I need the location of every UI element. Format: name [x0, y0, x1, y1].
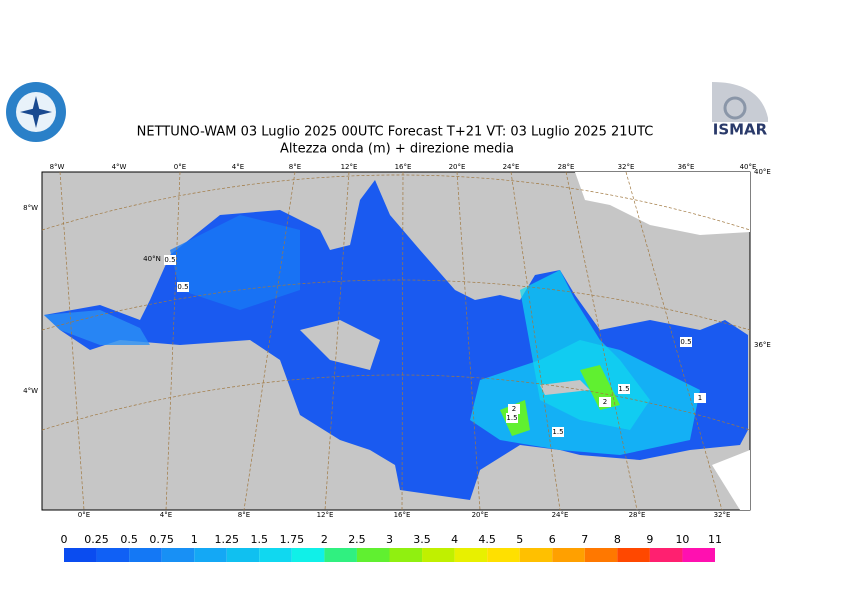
colorbar-box — [389, 548, 423, 562]
contour-label-bg — [506, 413, 518, 423]
colorbar-label: 4 — [451, 533, 458, 546]
lon-label: 0°E — [174, 163, 186, 171]
lon-label: 16°E — [395, 163, 412, 171]
colorbar-box — [422, 548, 455, 562]
colorbar-label: 0.5 — [120, 533, 138, 546]
contour-label: 2 — [512, 405, 516, 413]
colorbar-box — [64, 548, 97, 562]
colorbar-label: 11 — [708, 533, 722, 546]
lon-label: 16°E — [394, 511, 411, 519]
colorbar-label: 2.5 — [348, 533, 366, 546]
colorbar-box — [96, 548, 130, 562]
colorbar-label: 7 — [581, 533, 588, 546]
lon-label: 4°E — [160, 511, 172, 519]
lon-label: 28°E — [629, 511, 646, 519]
lon-label: 8°W — [50, 163, 65, 171]
contour-label-bg — [177, 282, 189, 292]
lon-label: 8°E — [289, 163, 301, 171]
contour-label: 1 — [698, 394, 702, 402]
lon-label: 4°E — [232, 163, 244, 171]
colorbar-label: 5 — [516, 533, 523, 546]
logo-text: ISMAR — [713, 121, 768, 139]
colorbar-label: 1.25 — [215, 533, 240, 546]
grid-label: 40°N — [143, 255, 161, 263]
lon-label: 12°E — [341, 163, 358, 171]
contour-label-bg — [508, 404, 520, 414]
lon-label: 36°E — [678, 163, 695, 171]
colorbar-box — [617, 548, 650, 562]
colorbar-label: 3 — [386, 533, 393, 546]
contour-label-bg — [680, 337, 692, 347]
lon-label: 12°E — [317, 511, 334, 519]
colorbar-box — [226, 548, 260, 562]
colorbar-box — [161, 548, 195, 562]
colorbar-label: 0.75 — [149, 533, 174, 546]
colorbar-label: 3.5 — [413, 533, 431, 546]
colorbar-box — [552, 548, 585, 562]
colorbar-label: 10 — [675, 533, 689, 546]
colorbar-box — [129, 548, 162, 562]
colorbar-label: 9 — [646, 533, 653, 546]
colorbar-box — [291, 548, 325, 562]
colorbar-box — [454, 548, 488, 562]
lon-label: 0°E — [78, 511, 90, 519]
contour-label-bg — [552, 427, 564, 437]
lon-label: 4°W — [112, 163, 127, 171]
colorbar-box — [356, 548, 390, 562]
colorbar-box — [194, 548, 227, 562]
contour-label: 0.5 — [164, 256, 175, 264]
contour-label-bg — [618, 384, 630, 394]
lon-label: 40°E — [740, 163, 757, 171]
contour-label: 0.5 — [177, 283, 188, 291]
lon-label: 20°E — [449, 163, 466, 171]
colorbar-box — [519, 548, 553, 562]
logo-left — [6, 82, 66, 142]
contour-label: 0.5 — [680, 338, 691, 346]
colorbar-label: 0.25 — [84, 533, 109, 546]
colorbar-label: 1 — [191, 533, 198, 546]
lon-label: 28°E — [558, 163, 575, 171]
title: NETTUNO-WAM 03 Luglio 2025 00UTC Forecas… — [137, 125, 654, 140]
contour-label-bg — [164, 255, 176, 265]
lat-label: 8°W — [23, 204, 38, 212]
colorbar-box — [324, 548, 357, 562]
lon-label: 32°E — [618, 163, 635, 171]
contour-label: 2 — [603, 398, 607, 406]
colorbar-label: 6 — [549, 533, 556, 546]
colorbar-label: 4.5 — [478, 533, 496, 546]
colorbar-label: 2 — [321, 533, 328, 546]
colorbar-box — [487, 548, 520, 562]
lon-label: 20°E — [472, 511, 489, 519]
colorbar: 0 0.25 0.5 0.75 1 1.25 1.5 1.75 2 2.5 3 3.5 4 4.5 5 6 7 8… — [61, 533, 722, 562]
map — [41, 171, 751, 511]
lon-label: 8°E — [238, 511, 250, 519]
logo-right: ISMAR — [709, 80, 770, 140]
contour-label-bg — [694, 393, 706, 403]
colorbar-label: 1.5 — [251, 533, 269, 546]
colorbar-label: 0 — [61, 533, 68, 546]
colorbar-label: 8 — [614, 533, 621, 546]
contour-label: 1.5 — [506, 414, 517, 422]
colorbar-box — [584, 548, 618, 562]
contour-label-bg — [599, 397, 611, 407]
contour-label: 1.5 — [618, 385, 629, 393]
lon-label: 24°E — [503, 163, 520, 171]
edge-label: 40°E — [754, 168, 771, 176]
colorbar-label: 1.75 — [280, 533, 305, 546]
colorbar-box — [682, 548, 715, 562]
subtitle: Altezza onda (m) + direzione media — [280, 142, 514, 157]
lat-label: 4°W — [23, 387, 38, 395]
edge-label: 36°E — [754, 341, 771, 349]
lon-label: 24°E — [552, 511, 569, 519]
contour-label: 1.5 — [552, 428, 563, 436]
colorbar-box — [649, 548, 683, 562]
lon-label: 32°E — [714, 511, 731, 519]
colorbar-box — [259, 548, 292, 562]
